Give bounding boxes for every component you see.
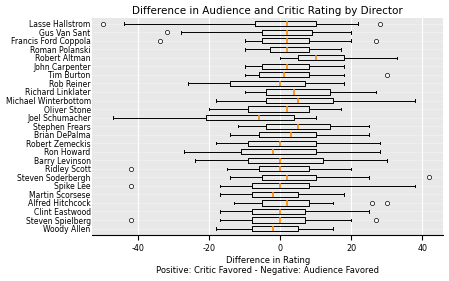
X-axis label: Difference in Rating
Positive: Critic Favored - Negative: Audience Favored: Difference in Rating Positive: Critic Fa…	[156, 256, 379, 275]
Title: Difference in Audience and Critic Rating by Director: Difference in Audience and Critic Rating…	[132, 6, 403, 15]
